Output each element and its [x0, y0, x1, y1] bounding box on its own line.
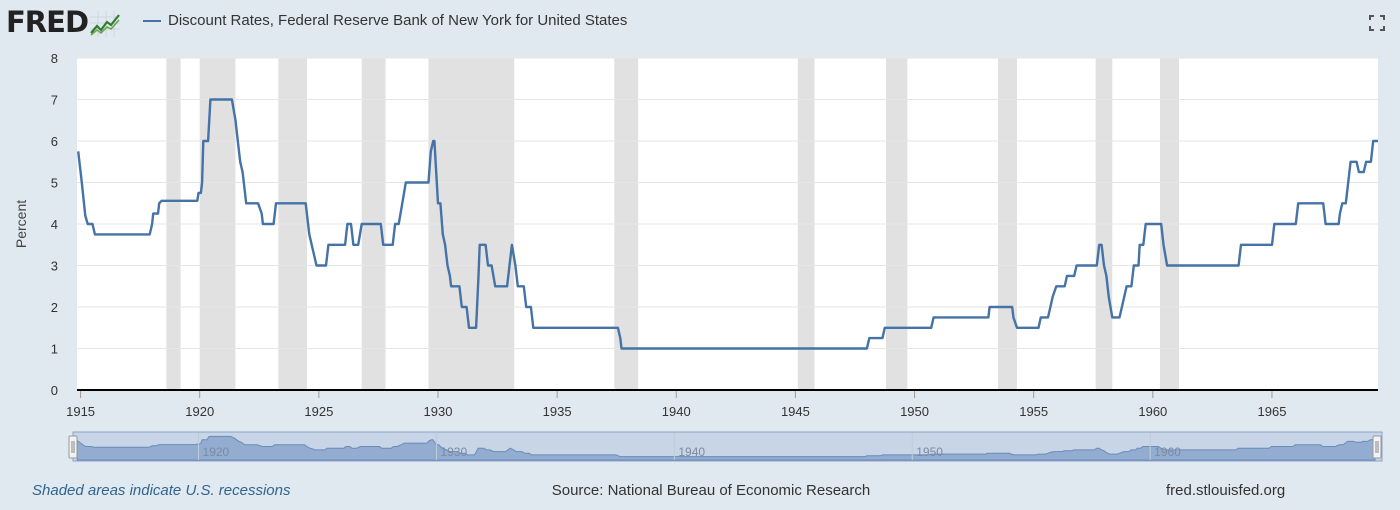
x-tick-label: 1920 — [185, 404, 214, 419]
navigator-ticks: 1920 1930 1940 1950 1960 — [198, 433, 1181, 460]
x-tick-label: 1955 — [1019, 404, 1048, 419]
fred-logo[interactable]: FRED — [6, 5, 121, 39]
x-tick-label: 1940 — [662, 404, 691, 419]
x-tick-label: 1960 — [1138, 404, 1167, 419]
x-tick-label: 1965 — [1258, 404, 1287, 419]
navigator-handle-left[interactable] — [68, 435, 78, 459]
y-tick-label: 0 — [51, 383, 58, 398]
chart-legend[interactable]: Discount Rates, Federal Reserve Bank of … — [143, 12, 627, 29]
logo-text: FRED — [6, 5, 89, 39]
legend-series-label: Discount Rates, Federal Reserve Bank of … — [168, 12, 628, 29]
line-graph-icon — [90, 11, 121, 37]
navigator-tick-label: 1950 — [916, 445, 943, 459]
fullscreen-icon[interactable] — [1369, 15, 1385, 31]
y-axis-label: Percent — [13, 200, 29, 248]
y-tick-label: 1 — [51, 342, 58, 357]
y-tick-label: 5 — [51, 176, 58, 191]
y-tick-label: 3 — [51, 259, 58, 274]
navigator-handle-right[interactable] — [1372, 435, 1382, 459]
x-tick-label: 1925 — [304, 404, 333, 419]
y-axis-ticks: 0 1 2 3 4 5 6 7 8 — [51, 51, 58, 398]
recession-note[interactable]: Shaded areas indicate U.S. recessions — [32, 482, 291, 499]
y-tick-label: 4 — [51, 217, 58, 232]
navigator-tick-label: 1940 — [678, 445, 705, 459]
source-text: Source: National Bureau of Economic Rese… — [551, 482, 871, 499]
chart-header: FRED Discount Rates, Federal Reserve Ban… — [0, 0, 1400, 46]
x-tick-label: 1950 — [900, 404, 929, 419]
navigator-tick-label: 1930 — [440, 445, 467, 459]
x-tick-label: 1930 — [424, 404, 453, 419]
navigator[interactable]: 1920 1930 1940 1950 1960 — [68, 431, 1383, 462]
site-link[interactable]: fred.stlouisfed.org — [1166, 482, 1286, 499]
navigator-area — [76, 435, 1376, 461]
legend-swatch — [143, 19, 161, 22]
navigator-tick-label: 1920 — [203, 445, 230, 459]
x-tick-label: 1945 — [781, 404, 810, 419]
x-tick-label: 1935 — [543, 404, 572, 419]
navigator-selection[interactable] — [72, 431, 1383, 462]
y-tick-label: 2 — [51, 300, 58, 315]
y-tick-label: 6 — [51, 134, 58, 149]
y-tick-label: 7 — [51, 93, 58, 108]
navigator-tick-label: 1960 — [1154, 445, 1181, 459]
series-line[interactable] — [77, 98, 1378, 350]
y-tick-label: 8 — [51, 51, 58, 66]
x-tick-label: 1915 — [66, 404, 95, 419]
x-axis-ticks: 1915 1920 1925 1930 1935 1940 1945 1950 1955 1960… — [66, 390, 1286, 419]
